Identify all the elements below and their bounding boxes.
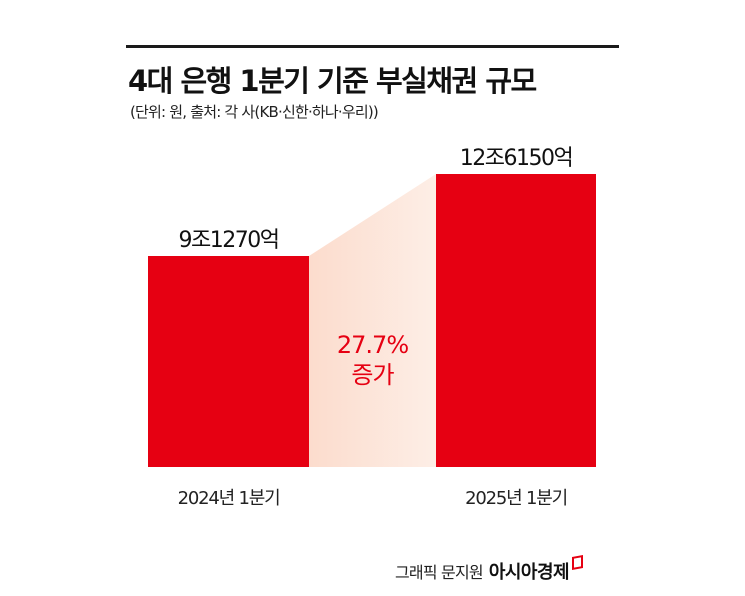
change-annotation: 27.7% 증가 bbox=[309, 330, 436, 390]
title-rule bbox=[126, 45, 619, 48]
category-label-2024: 2024년 1분기 bbox=[177, 488, 281, 509]
chart-subtitle: (단위: 원, 출처: 각 사(KB·신한·하나·우리)) bbox=[130, 103, 379, 121]
bar-2024-q1 bbox=[148, 256, 309, 467]
footer-credit: 그래픽 문지원 아시아경제 bbox=[395, 555, 584, 584]
bar-value-label-2024: 9조1270억 bbox=[178, 228, 280, 253]
change-percent: 27.7% bbox=[336, 331, 409, 359]
brand-logo: 아시아경제 bbox=[488, 562, 570, 583]
graphic-credit: 그래픽 문지원 bbox=[395, 563, 484, 582]
bar-2025-q1 bbox=[436, 174, 596, 467]
chart-title: 4대 은행 1분기 기준 부실채권 규모 bbox=[128, 64, 537, 98]
change-label: 증가 bbox=[351, 361, 394, 389]
bar-value-label-2025: 12조6150억 bbox=[459, 146, 574, 171]
brand-mark-icon bbox=[572, 555, 584, 570]
category-label-2025: 2025년 1분기 bbox=[465, 488, 568, 509]
